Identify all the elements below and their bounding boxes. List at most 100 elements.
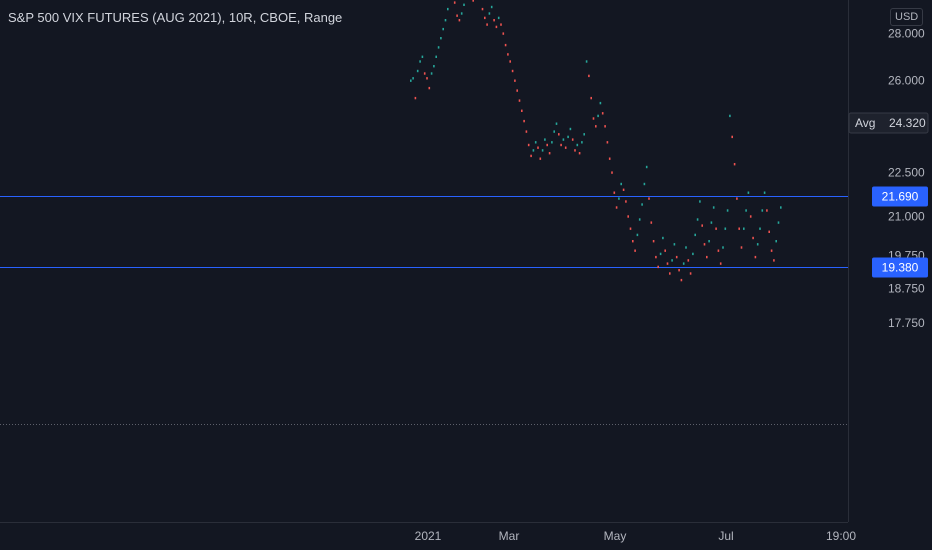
price-points xyxy=(410,0,782,282)
price-point xyxy=(555,122,558,125)
price-point xyxy=(666,262,669,265)
price-point xyxy=(537,146,539,149)
price-point xyxy=(493,19,495,22)
price-point xyxy=(486,23,488,26)
price-point xyxy=(685,246,687,249)
price-point xyxy=(773,259,775,262)
price-point xyxy=(703,243,706,246)
price-point xyxy=(780,206,782,209)
price-point xyxy=(710,221,713,224)
x-tick-label: May xyxy=(604,529,627,543)
price-point xyxy=(652,240,655,243)
price-point xyxy=(453,1,456,4)
price-point xyxy=(437,46,440,49)
price-point xyxy=(759,227,761,230)
price-point xyxy=(583,133,585,136)
price-point xyxy=(601,112,604,115)
price-point xyxy=(490,5,493,9)
price-point xyxy=(669,272,671,275)
price-point xyxy=(502,32,505,35)
price-point xyxy=(416,69,419,73)
price-point xyxy=(435,55,437,58)
price-point xyxy=(585,60,588,63)
price-point xyxy=(571,138,574,141)
price-point xyxy=(659,252,662,256)
price-point xyxy=(507,53,509,56)
price-point xyxy=(756,243,759,246)
price-point xyxy=(428,86,431,90)
price-point xyxy=(440,37,442,40)
price-point xyxy=(745,209,747,212)
price-point xyxy=(645,165,648,169)
price-point xyxy=(606,141,609,144)
price-point xyxy=(472,0,474,2)
level-price-label: 19.380 xyxy=(882,261,919,275)
price-point xyxy=(500,23,502,26)
price-point xyxy=(460,12,463,15)
price-point xyxy=(560,143,562,147)
chart-title: S&P 500 VIX FUTURES (AUG 2021), 10R, CBO… xyxy=(8,10,343,25)
price-point xyxy=(423,72,426,75)
price-point xyxy=(597,114,599,118)
price-point xyxy=(682,262,685,265)
price-point xyxy=(708,240,710,243)
price-point xyxy=(724,227,727,230)
price-point xyxy=(636,233,639,237)
price-point xyxy=(657,265,659,269)
currency-button[interactable]: USD xyxy=(890,8,924,26)
price-point xyxy=(539,157,542,160)
avg-label-bg xyxy=(848,112,929,134)
price-point xyxy=(763,191,766,194)
price-point xyxy=(514,79,516,82)
price-point xyxy=(548,152,551,155)
price-point xyxy=(433,65,435,68)
price-point xyxy=(611,171,613,174)
price-point xyxy=(410,79,412,82)
price-point xyxy=(696,218,699,221)
price-point xyxy=(638,218,641,221)
price-point xyxy=(525,130,528,133)
price-point xyxy=(655,255,657,259)
price-point xyxy=(701,224,703,227)
price-point xyxy=(527,143,530,147)
price-point xyxy=(675,255,678,259)
price-point xyxy=(534,141,537,144)
price-point xyxy=(766,209,768,212)
price-point xyxy=(516,89,518,92)
price-point xyxy=(604,125,606,128)
price-point xyxy=(740,246,743,249)
price-point xyxy=(747,191,750,194)
price-point xyxy=(488,12,491,15)
y-tick-label: 28.000 xyxy=(888,26,925,40)
price-point xyxy=(484,16,486,20)
price-point xyxy=(419,60,421,63)
y-tick-label: 17.750 xyxy=(888,316,925,330)
price-point xyxy=(694,233,696,237)
price-point xyxy=(578,152,581,155)
price-point xyxy=(511,69,514,73)
price-point xyxy=(712,206,715,209)
y-tick-label: 18.750 xyxy=(888,281,925,295)
price-point xyxy=(595,125,597,128)
price-point xyxy=(530,154,532,158)
price-point xyxy=(564,146,567,149)
price-point xyxy=(687,259,690,262)
price-point xyxy=(692,252,694,256)
price-point xyxy=(504,43,507,47)
x-tick-label: Jul xyxy=(718,529,733,543)
x-tick-label: Mar xyxy=(499,529,520,543)
price-point xyxy=(706,255,708,259)
price-point xyxy=(618,197,620,200)
price-point xyxy=(662,236,664,240)
price-point xyxy=(731,135,733,139)
price-point xyxy=(544,138,546,141)
price-point xyxy=(671,259,673,262)
level-price-label-bg xyxy=(872,257,928,278)
price-point xyxy=(726,209,729,212)
price-point xyxy=(729,114,731,118)
price-point xyxy=(629,227,632,230)
price-point xyxy=(632,240,634,243)
price-point xyxy=(722,246,724,249)
price-point xyxy=(615,206,618,209)
